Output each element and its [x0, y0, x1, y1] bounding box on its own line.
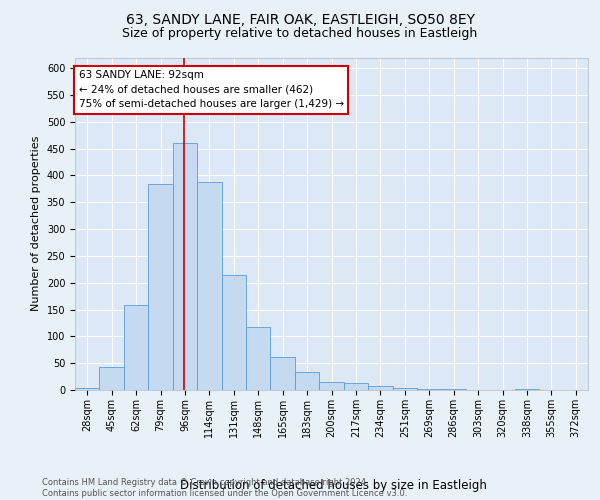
- Bar: [124, 306, 148, 390]
- Text: 63 SANDY LANE: 92sqm
← 24% of detached houses are smaller (462)
75% of semi-deta: 63 SANDY LANE: 92sqm ← 24% of detached h…: [79, 70, 344, 110]
- Bar: [344, 383, 368, 390]
- Bar: [271, 357, 295, 390]
- Bar: [197, 182, 221, 390]
- Bar: [246, 326, 271, 390]
- Bar: [100, 368, 124, 390]
- Bar: [392, 388, 417, 390]
- Bar: [221, 274, 246, 390]
- Bar: [319, 382, 344, 390]
- Text: 63, SANDY LANE, FAIR OAK, EASTLEIGH, SO50 8EY: 63, SANDY LANE, FAIR OAK, EASTLEIGH, SO5…: [125, 12, 475, 26]
- Bar: [417, 389, 442, 390]
- Text: Contains HM Land Registry data © Crown copyright and database right 2024.
Contai: Contains HM Land Registry data © Crown c…: [42, 478, 407, 498]
- Bar: [148, 184, 173, 390]
- Bar: [368, 386, 392, 390]
- Bar: [173, 144, 197, 390]
- Bar: [295, 372, 319, 390]
- Text: Distribution of detached houses by size in Eastleigh: Distribution of detached houses by size …: [179, 480, 487, 492]
- Bar: [75, 388, 100, 390]
- Text: Size of property relative to detached houses in Eastleigh: Size of property relative to detached ho…: [122, 28, 478, 40]
- Y-axis label: Number of detached properties: Number of detached properties: [31, 136, 41, 312]
